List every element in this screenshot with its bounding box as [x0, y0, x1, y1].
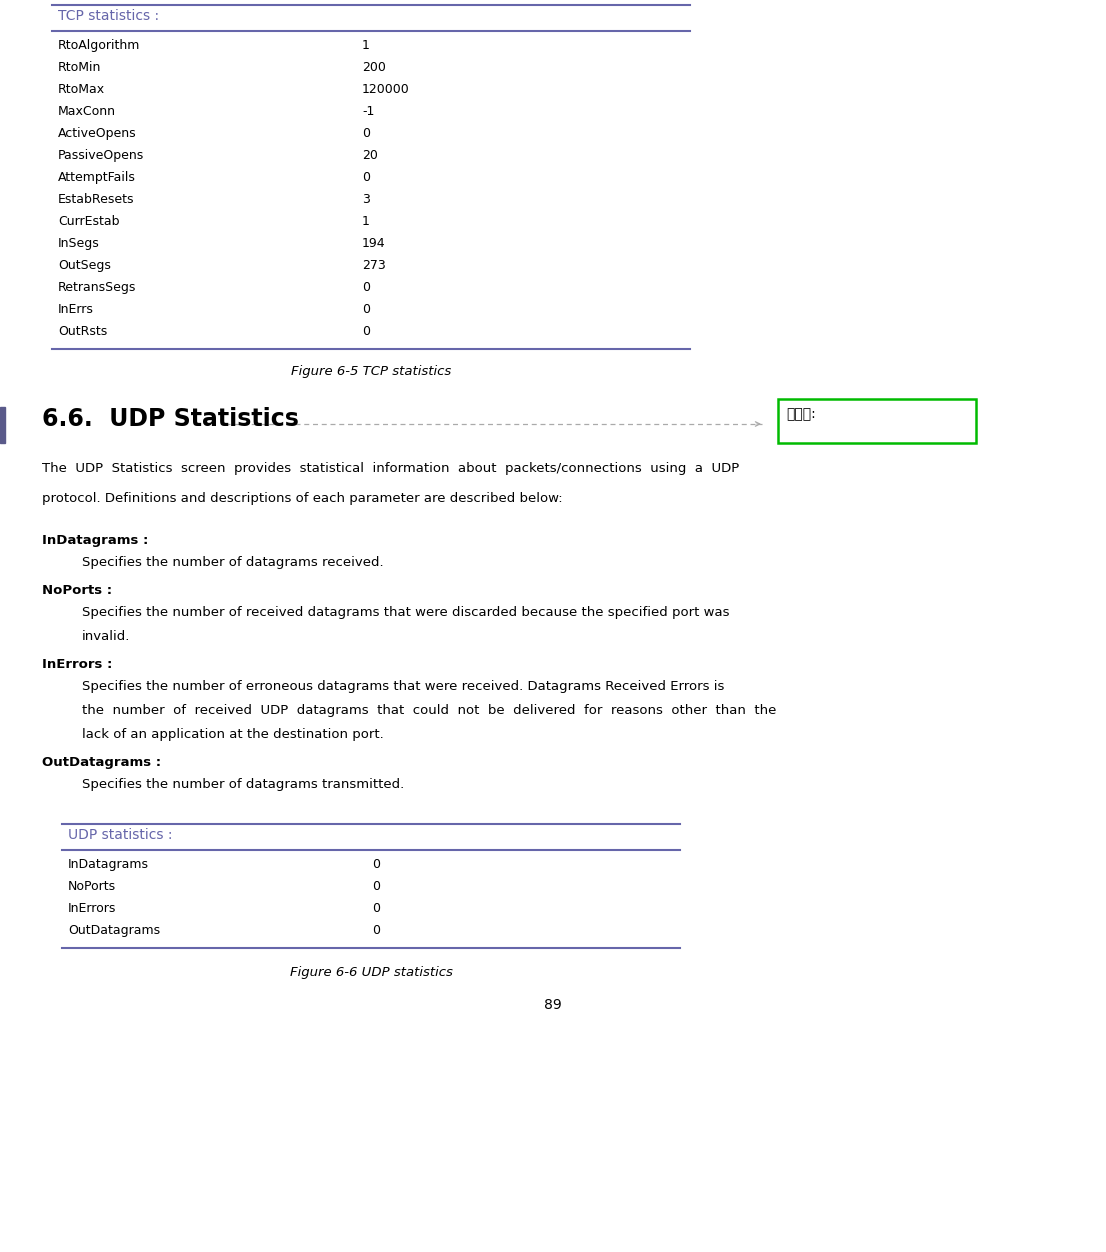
Text: TCP statistics :: TCP statistics : [58, 9, 159, 23]
Text: 1: 1 [362, 39, 369, 53]
Text: 20: 20 [362, 149, 378, 162]
Text: The  UDP  Statistics  screen  provides  statistical  information  about  packets: The UDP Statistics screen provides stati… [42, 462, 739, 475]
Text: 삭제됨:: 삭제됨: [786, 407, 816, 421]
Text: invalid.: invalid. [82, 630, 131, 644]
Text: 89: 89 [544, 998, 562, 1012]
FancyBboxPatch shape [778, 399, 975, 443]
Text: 194: 194 [362, 237, 386, 250]
Text: 0: 0 [362, 280, 371, 294]
Text: -1: -1 [362, 105, 374, 118]
Text: EstabResets: EstabResets [58, 193, 135, 207]
Text: MaxConn: MaxConn [58, 105, 116, 118]
Text: RetransSegs: RetransSegs [58, 280, 136, 294]
Text: 0: 0 [362, 172, 371, 184]
Text: the  number  of  received  UDP  datagrams  that  could  not  be  delivered  for : the number of received UDP datagrams tha… [82, 704, 776, 717]
Text: 0: 0 [362, 326, 371, 338]
Text: 1: 1 [362, 215, 369, 228]
Text: RtoMin: RtoMin [58, 61, 102, 74]
Text: 0: 0 [372, 880, 380, 893]
Text: InSegs: InSegs [58, 237, 100, 250]
Text: 120000: 120000 [362, 83, 409, 96]
Text: protocol. Definitions and descriptions of each parameter are described below:: protocol. Definitions and descriptions o… [42, 492, 563, 505]
Text: 0: 0 [362, 126, 371, 140]
Text: InErrors :: InErrors : [42, 659, 113, 671]
Text: InErrors: InErrors [67, 901, 116, 915]
Text: Specifies the number of erroneous datagrams that were received. Datagrams Receiv: Specifies the number of erroneous datagr… [82, 680, 724, 694]
Text: NoPorts :: NoPorts : [42, 583, 112, 597]
Bar [0, 407, 6, 443]
Text: 0: 0 [372, 858, 380, 871]
Text: InDatagrams: InDatagrams [67, 858, 149, 871]
Text: NoPorts: NoPorts [67, 880, 116, 893]
Text: OutDatagrams: OutDatagrams [67, 924, 160, 936]
Text: CurrEstab: CurrEstab [58, 215, 119, 228]
Text: OutSegs: OutSegs [58, 259, 111, 272]
Text: 273: 273 [362, 259, 386, 272]
Text: 3: 3 [362, 193, 369, 207]
Text: Figure 6-5 TCP statistics: Figure 6-5 TCP statistics [291, 366, 451, 378]
Text: Specifies the number of received datagrams that were discarded because the speci: Specifies the number of received datagra… [82, 606, 730, 618]
Text: lack of an application at the destination port.: lack of an application at the destinatio… [82, 727, 384, 741]
Text: ActiveOpens: ActiveOpens [58, 126, 137, 140]
Text: PassiveOpens: PassiveOpens [58, 149, 144, 162]
Text: Specifies the number of datagrams received.: Specifies the number of datagrams receiv… [82, 556, 384, 568]
Text: 0: 0 [372, 924, 380, 936]
Text: AttemptFails: AttemptFails [58, 172, 136, 184]
Text: RtoMax: RtoMax [58, 83, 105, 96]
Text: InErrs: InErrs [58, 303, 94, 316]
Text: 6.6.  UDP Statistics: 6.6. UDP Statistics [42, 407, 299, 431]
Text: InDatagrams :: InDatagrams : [42, 535, 148, 547]
Text: 0: 0 [362, 303, 371, 316]
Text: 0: 0 [372, 901, 380, 915]
Text: UDP statistics :: UDP statistics : [67, 828, 173, 843]
Text: RtoAlgorithm: RtoAlgorithm [58, 39, 140, 53]
Text: Figure 6-6 UDP statistics: Figure 6-6 UDP statistics [290, 967, 452, 979]
Text: OutDatagrams :: OutDatagrams : [42, 756, 161, 769]
Text: 200: 200 [362, 61, 386, 74]
Text: OutRsts: OutRsts [58, 326, 107, 338]
Text: Specifies the number of datagrams transmitted.: Specifies the number of datagrams transm… [82, 777, 405, 791]
